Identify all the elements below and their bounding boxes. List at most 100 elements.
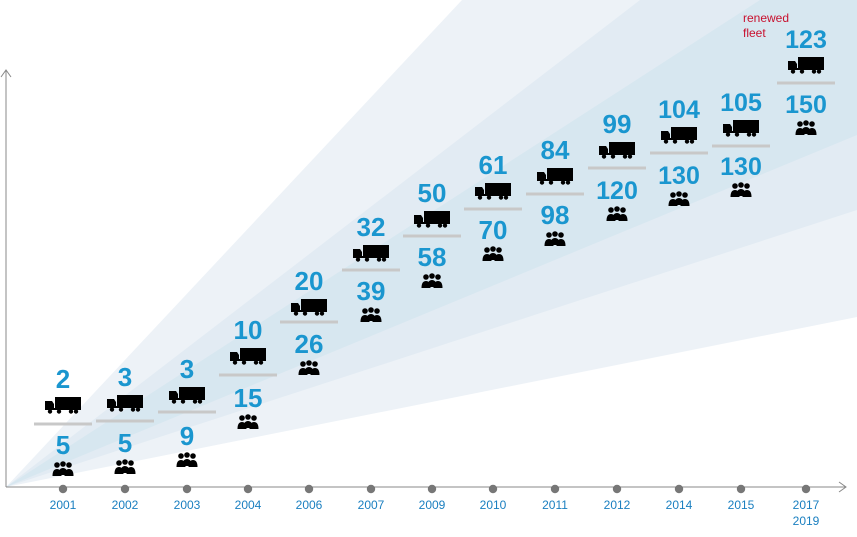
person-body bbox=[736, 189, 746, 196]
person-body bbox=[366, 314, 376, 321]
truck-trailer bbox=[733, 120, 759, 131]
person-head bbox=[429, 273, 435, 279]
truck-icon bbox=[107, 395, 143, 412]
people-count-label: 5 bbox=[56, 430, 70, 460]
truck-wheel bbox=[477, 195, 483, 200]
people-count-label: 150 bbox=[785, 91, 827, 119]
x-axis-dot bbox=[58, 484, 68, 494]
x-tick-label: 2001 bbox=[50, 498, 77, 512]
truck-chassis bbox=[107, 406, 143, 408]
person-head bbox=[797, 121, 803, 127]
truck-wheel bbox=[627, 154, 633, 159]
person-head bbox=[306, 360, 312, 366]
person-head bbox=[178, 453, 184, 459]
truck-wheel bbox=[734, 132, 740, 137]
person-head bbox=[608, 207, 614, 213]
separator-bar bbox=[280, 320, 338, 324]
truck-wheel bbox=[381, 257, 387, 262]
truck-count-label: 2 bbox=[56, 364, 70, 394]
x-axis-arrow bbox=[838, 481, 847, 493]
truck-chassis bbox=[291, 310, 327, 312]
person-head bbox=[239, 415, 245, 421]
person-head bbox=[362, 308, 368, 314]
truck-trailer bbox=[301, 299, 327, 310]
person-head bbox=[670, 192, 676, 198]
person-head bbox=[676, 191, 682, 197]
person-body bbox=[304, 367, 314, 374]
truck-wheel bbox=[364, 257, 370, 262]
truck-cab bbox=[414, 215, 423, 222]
x-tick-label: 2010 bbox=[480, 498, 507, 512]
people-icon bbox=[482, 246, 504, 261]
people-count-label: 98 bbox=[541, 200, 570, 230]
truck-wheel bbox=[790, 69, 796, 74]
person-body bbox=[120, 466, 130, 473]
person-head bbox=[614, 206, 620, 212]
people-count-label: 39 bbox=[357, 276, 386, 306]
truck-wheel bbox=[689, 139, 695, 144]
truck-count-label: 3 bbox=[118, 362, 132, 392]
person-body bbox=[182, 459, 192, 466]
person-body bbox=[550, 238, 560, 245]
x-tick-label: 2006 bbox=[296, 498, 323, 512]
people-icon bbox=[606, 206, 628, 221]
separator-bar bbox=[219, 373, 277, 377]
person-head bbox=[744, 183, 750, 189]
person-head bbox=[496, 247, 502, 253]
truck-count-label: 84 bbox=[541, 135, 570, 165]
people-count-label: 15 bbox=[234, 383, 263, 413]
person-head bbox=[245, 414, 251, 420]
person-head bbox=[184, 452, 190, 458]
people-icon bbox=[237, 414, 259, 429]
truck-cab bbox=[537, 172, 546, 179]
annotation-renewed-fleet: renewed bbox=[743, 11, 789, 25]
truck-trailer bbox=[179, 387, 205, 398]
x-tick-label: 2011 bbox=[542, 498, 568, 512]
truck-wheel bbox=[376, 257, 382, 262]
truck-wheel bbox=[672, 139, 678, 144]
x-tick-label: 2014 bbox=[666, 498, 693, 512]
person-body bbox=[801, 127, 811, 134]
truck-icon bbox=[475, 183, 511, 200]
truck-wheel bbox=[503, 195, 509, 200]
truck-icon bbox=[45, 397, 81, 414]
x-axis-dot bbox=[304, 484, 314, 494]
truck-wheel bbox=[486, 195, 492, 200]
truck-icon bbox=[230, 348, 266, 365]
truck-wheel bbox=[548, 180, 554, 185]
truck-wheel bbox=[241, 360, 247, 365]
truck-wheel bbox=[192, 399, 198, 404]
truck-wheel bbox=[610, 154, 616, 159]
truck-count-label: 50 bbox=[418, 178, 447, 208]
truck-cab bbox=[169, 391, 178, 398]
people-icon bbox=[114, 459, 136, 474]
truck-trailer bbox=[485, 183, 511, 194]
truck-trailer bbox=[671, 127, 697, 138]
truck-icon bbox=[537, 168, 573, 185]
x-axis-dot bbox=[801, 484, 811, 494]
people-count-label: 9 bbox=[180, 421, 194, 451]
person-head bbox=[66, 462, 72, 468]
truck-wheel bbox=[293, 311, 299, 316]
separator-bar bbox=[712, 144, 770, 148]
people-icon bbox=[668, 191, 690, 206]
people-icon bbox=[795, 120, 817, 135]
chart-marks: 2535391015202632395058617084989912010413… bbox=[34, 11, 835, 476]
people-icon bbox=[544, 231, 566, 246]
person-head bbox=[803, 120, 809, 126]
truck-wheel bbox=[180, 399, 186, 404]
truck-wheel bbox=[725, 132, 731, 137]
people-icon bbox=[176, 452, 198, 467]
person-body bbox=[674, 198, 684, 205]
x-tick-label: 2017 bbox=[793, 498, 820, 512]
people-icon bbox=[298, 360, 320, 375]
people-count-label: 26 bbox=[295, 329, 324, 359]
truck-wheel bbox=[56, 409, 62, 414]
people-count-label: 5 bbox=[118, 428, 132, 458]
separator-bar bbox=[342, 268, 400, 272]
truck-wheel bbox=[437, 223, 443, 228]
truck-cab bbox=[45, 401, 54, 408]
x-tick-label: 2019 bbox=[793, 514, 820, 528]
person-head bbox=[116, 460, 122, 466]
